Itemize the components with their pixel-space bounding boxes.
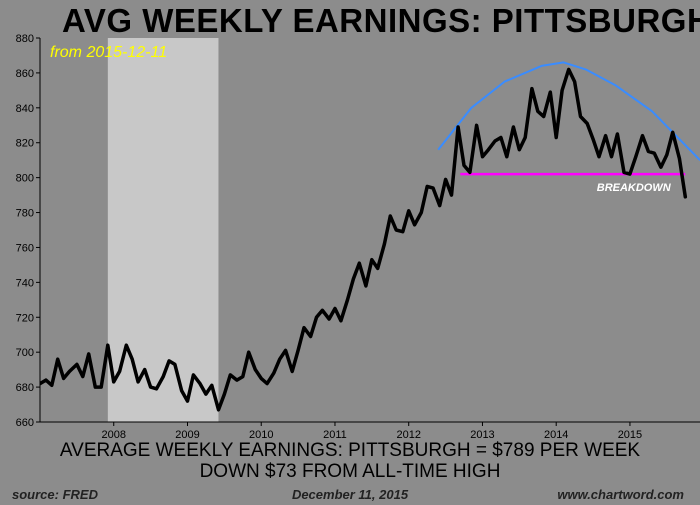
chart-subtitle: from 2015-12-11	[50, 44, 168, 61]
y-tick-label: 880	[16, 33, 34, 45]
earnings-series-line	[40, 67, 688, 412]
y-tick-label: 660	[16, 417, 34, 429]
y-tick-label: 860	[16, 68, 34, 80]
x-tick-label: 2011	[323, 429, 347, 441]
x-tick-label: 2014	[544, 429, 568, 441]
y-tick-label: 700	[16, 347, 34, 359]
y-tick-label: 840	[16, 103, 34, 115]
plot-area	[40, 61, 700, 412]
y-tick-label: 820	[16, 138, 34, 150]
footer-source: source: FRED	[12, 487, 98, 502]
y-tick-label: 800	[16, 173, 34, 185]
y-tick-label: 760	[16, 242, 34, 254]
chart-title: AVG WEEKLY EARNINGS: PITTSBURGH	[62, 2, 700, 39]
y-tick-label: 720	[16, 312, 34, 324]
footer-site: www.chartword.com	[557, 487, 684, 502]
x-tick-label: 2015	[618, 429, 642, 441]
x-tick-label: 2010	[249, 429, 273, 441]
x-tick-label: 2013	[470, 429, 494, 441]
y-tick-label: 780	[16, 208, 34, 220]
breakdown-label: BREAKDOWN	[597, 182, 672, 194]
recession-band	[107, 38, 219, 422]
x-tick-label: 2008	[102, 429, 126, 441]
x-tick-label: 2009	[175, 429, 199, 441]
x-tick-label: 2012	[396, 429, 420, 441]
caption-line-1: AVERAGE WEEKLY EARNINGS: PITTSBURGH = $7…	[59, 440, 641, 461]
y-tick-label: 680	[16, 382, 34, 394]
trend-arc	[437, 61, 700, 161]
footer-date: December 11, 2015	[291, 487, 409, 502]
caption-line-2: DOWN $73 FROM ALL-TIME HIGH	[199, 461, 501, 482]
y-tick-label: 740	[16, 277, 34, 289]
